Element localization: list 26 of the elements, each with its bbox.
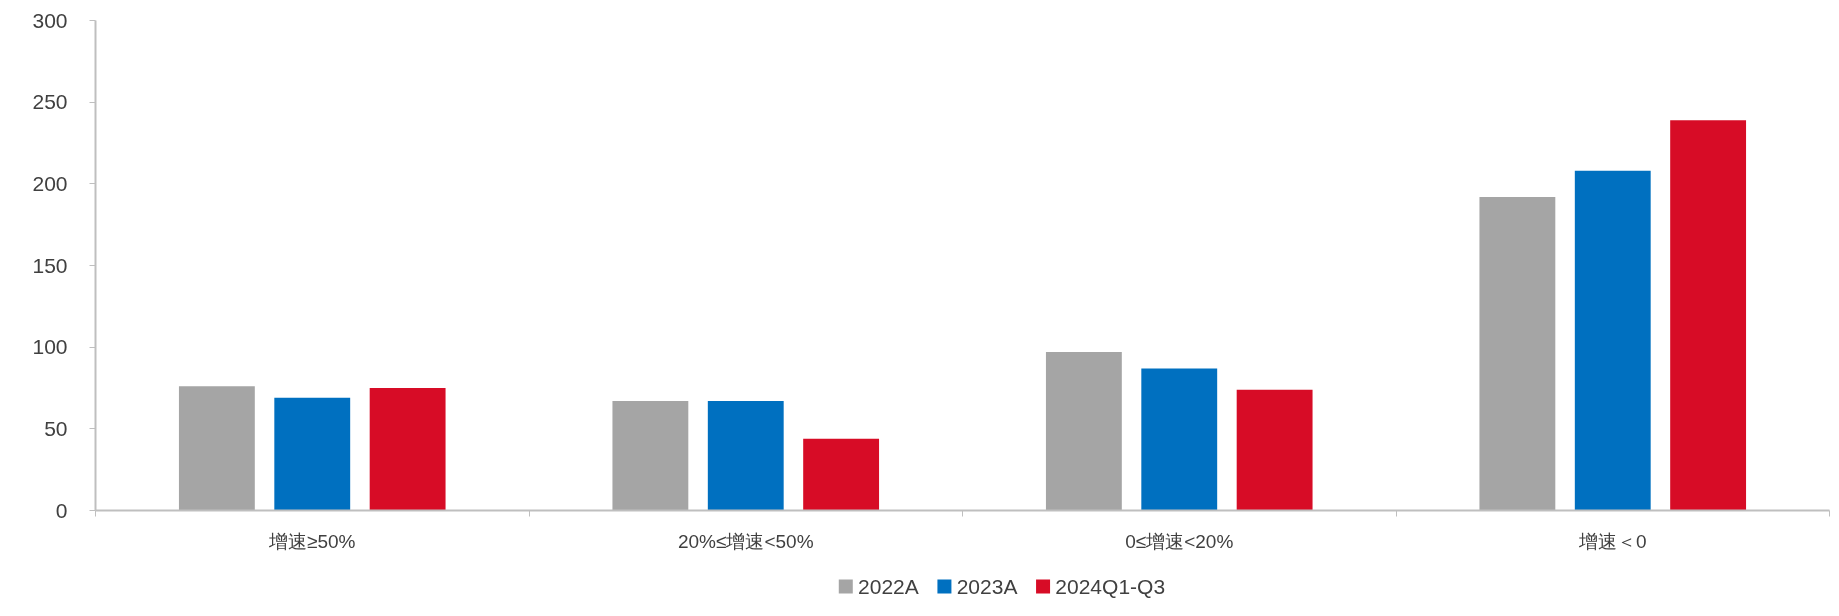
x-tick-label: 20%≤增速<50% <box>677 530 814 552</box>
bar <box>612 401 689 511</box>
legend-label: 2023A <box>956 575 1018 598</box>
legend-label: 2022A <box>858 575 919 598</box>
bar <box>1236 389 1313 511</box>
bar <box>1670 120 1747 511</box>
y-tick-label: 150 <box>32 253 68 277</box>
y-tick-label: 200 <box>32 171 68 195</box>
x-tick-label: 0≤增速<20% <box>1125 530 1234 552</box>
bar <box>178 386 255 511</box>
y-tick-label: 50 <box>44 416 68 440</box>
bar <box>1479 196 1556 511</box>
y-tick-label: 0 <box>55 498 68 522</box>
y-tick-label: 100 <box>32 335 68 359</box>
bar <box>707 401 784 511</box>
bar <box>274 397 351 511</box>
bar <box>1045 352 1122 511</box>
x-tick-label: 增速＜0 <box>1577 530 1647 552</box>
x-tick-label: 增速≥50% <box>268 530 356 552</box>
legend-label: 2024Q1-Q3 <box>1055 575 1166 598</box>
bar <box>803 438 880 511</box>
bar <box>1141 368 1218 511</box>
y-tick-label: 300 <box>32 8 68 32</box>
bar <box>369 388 446 511</box>
bar <box>1574 170 1651 511</box>
y-tick-label: 250 <box>32 90 68 114</box>
